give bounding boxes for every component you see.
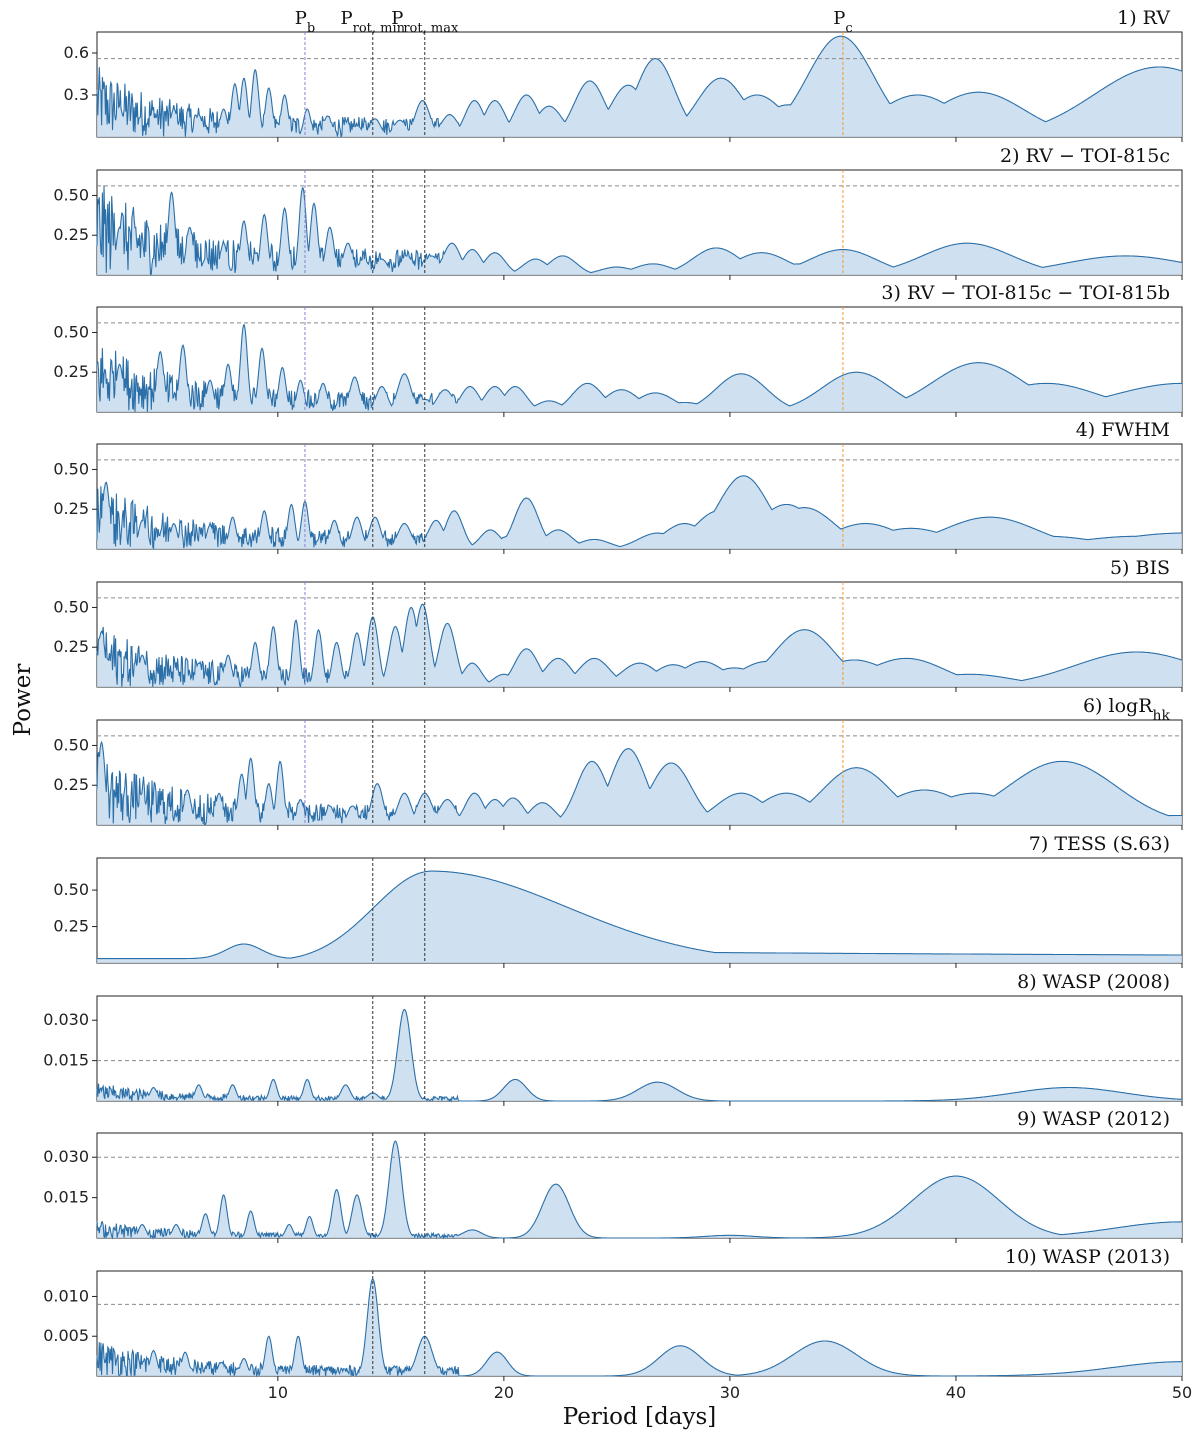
panel-title: 5) BIS (1110, 557, 1170, 579)
y-tick-label: 0.3 (64, 85, 89, 104)
series-fill (97, 871, 1182, 963)
series-fill (97, 324, 1182, 412)
panel-frame (96, 995, 1183, 1102)
y-tick-label: 0.50 (53, 185, 89, 204)
panel-title: 8) WASP (2008) (1017, 971, 1170, 993)
series-line (96, 603, 1183, 688)
panel-title: 10) WASP (2013) (1005, 1246, 1170, 1268)
series-fill (97, 36, 1182, 138)
y-axis-label: Power (10, 664, 36, 737)
y-tick-label: 0.005 (43, 1326, 89, 1345)
y-tick-label: 0.25 (53, 499, 89, 518)
series-line (96, 1008, 1183, 1103)
panel-frame (96, 1270, 1183, 1377)
panel-title: 1) RV (1117, 7, 1170, 29)
panel-9: 0.015 0.030 9) WASP (2012) (43, 1108, 1183, 1243)
series-line (96, 475, 1182, 550)
panel-title: 2) RV − TOI-815c (1000, 145, 1170, 167)
panel-title: 3) RV − TOI-815c − TOI-815b (881, 282, 1170, 304)
y-tick-label: 0.25 (53, 917, 89, 936)
panel-title: 7) TESS (S.63) (1029, 833, 1170, 855)
series-fill (97, 185, 1182, 275)
y-tick-label: 0.25 (53, 362, 89, 381)
panel-title: 4) FWHM (1076, 419, 1170, 441)
y-tick-label: 0.50 (53, 597, 89, 616)
panel-title: 9) WASP (2012) (1017, 1108, 1170, 1130)
series-line (97, 870, 1182, 960)
x-tick-label: 20 (494, 1383, 514, 1402)
series-fill (97, 1141, 1182, 1238)
series-line (96, 1140, 1182, 1240)
y-tick-label: 0.010 (43, 1286, 89, 1305)
series-line (96, 1278, 1182, 1378)
series-line (96, 740, 1182, 825)
x-tick-label: 50 (1172, 1383, 1192, 1402)
series-line (96, 185, 1183, 276)
panel-3: 0.25 0.50 3) RV − TOI-815c − TOI-815b (53, 282, 1183, 417)
y-tick-label: 0.6 (64, 43, 89, 62)
x-tick-label: 40 (946, 1383, 966, 1402)
y-tick-label: 0.015 (43, 1051, 89, 1070)
panel-8: 0.015 0.030 8) WASP (2008) (43, 971, 1183, 1106)
y-tick-label: 0.50 (53, 459, 89, 478)
panel-2: 0.25 0.50 2) RV − TOI-815c (53, 145, 1183, 280)
series-line (96, 35, 1183, 138)
y-tick-label: 0.50 (53, 322, 89, 341)
panel-5: 0.25 0.50 5) BIS (53, 557, 1183, 692)
x-axis-label: Period [days] (563, 1404, 716, 1430)
series-fill (97, 1009, 1182, 1101)
y-tick-label: 0.030 (43, 1010, 89, 1029)
panel-4: 0.25 0.50 4) FWHM (53, 419, 1183, 554)
y-tick-label: 0.50 (53, 880, 89, 899)
y-tick-label: 0.25 (53, 637, 89, 656)
series-line (96, 324, 1182, 412)
x-tick-label: 30 (720, 1383, 740, 1402)
panel-6: 0.250.506) logRhk (53, 695, 1183, 830)
series-fill (97, 742, 1182, 825)
y-tick-label: 0.015 (43, 1188, 89, 1207)
y-tick-label: 0.25 (53, 225, 89, 244)
marker-label-pb: Pb (295, 8, 315, 36)
series-fill (97, 604, 1182, 687)
series-fill (97, 1279, 1182, 1376)
panel-7: 0.25 0.50 7) TESS (S.63) (53, 833, 1183, 968)
panel-10: 0.005 0.010 10) WASP (2013) (43, 1246, 1183, 1381)
panel-1: 0.3 0.6 1) RV (64, 7, 1183, 142)
series-fill (97, 475, 1182, 549)
x-tick-label: 10 (268, 1383, 288, 1402)
y-tick-label: 0.25 (53, 775, 89, 794)
y-tick-label: 0.030 (43, 1147, 89, 1166)
marker-label-pc: Pc (833, 8, 852, 36)
y-tick-label: 0.50 (53, 735, 89, 754)
